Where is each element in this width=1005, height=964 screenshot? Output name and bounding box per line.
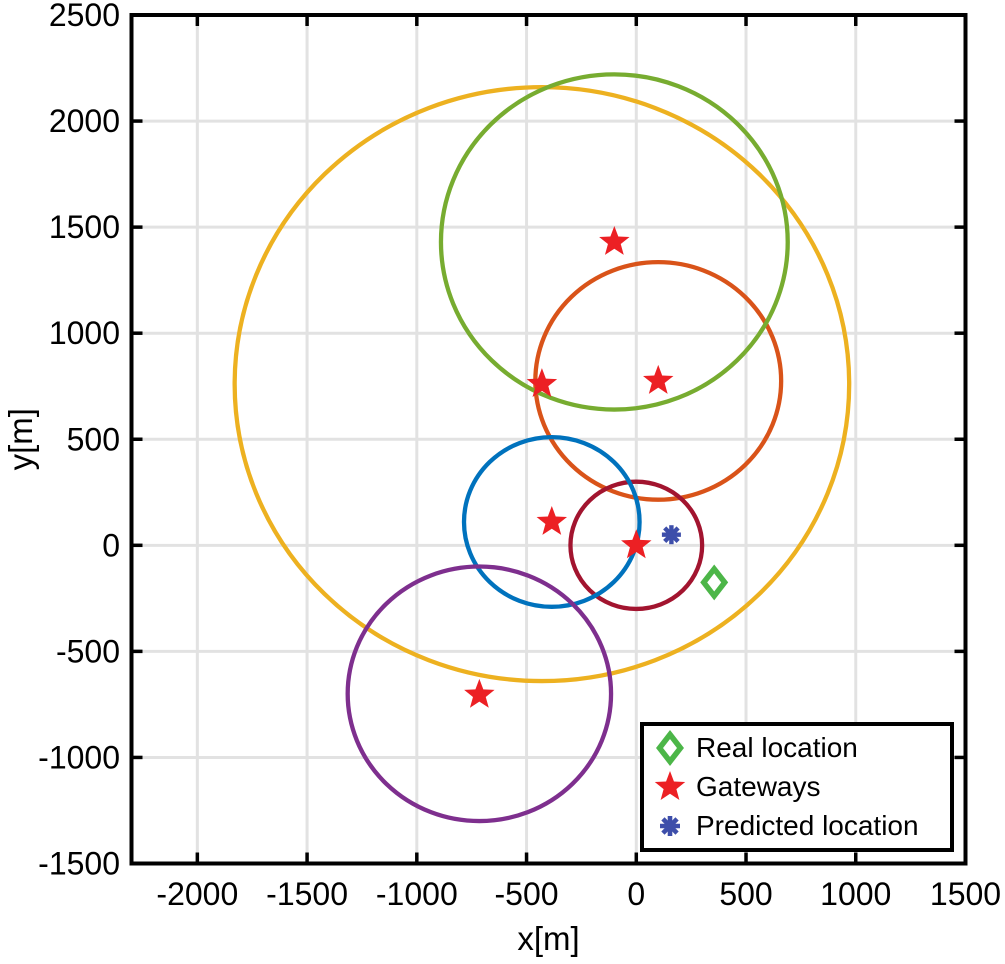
y-tick-label: 0 <box>102 527 120 563</box>
x-tick-label: 500 <box>719 876 772 912</box>
asterisk-spoke <box>663 526 680 543</box>
legend-item-label: Real location <box>696 731 858 763</box>
asterisk-spoke <box>661 817 679 836</box>
diamond-icon <box>644 729 696 766</box>
x-tick-label: -2000 <box>156 876 238 912</box>
gateway-range-circles <box>232 72 852 824</box>
legend-item-label: Gateways <box>696 770 821 802</box>
legend-diamond-glyph <box>656 729 684 766</box>
axes-box <box>129 13 968 866</box>
y-axis-label: y[m] <box>2 408 39 470</box>
star-icon <box>644 769 696 805</box>
legend: Real location Gateways Predicted locatio… <box>640 722 954 852</box>
gateway-star-marker <box>621 529 652 559</box>
y-tick-label: -1500 <box>38 846 120 882</box>
gateway-star-marker <box>526 368 558 398</box>
purple-range-circle <box>345 564 614 824</box>
legend-item-gateways: Gateways <box>644 768 950 806</box>
yellow-range-circle <box>232 84 852 684</box>
gateway-star-marker <box>599 225 630 255</box>
x-tick-label: 1000 <box>820 876 891 912</box>
predicted-location-asterisk-marker <box>661 525 681 545</box>
x-axis-label: x[m] <box>517 920 579 957</box>
x-tick-label: 0 <box>627 876 645 912</box>
y-tick-label: -1000 <box>38 739 120 775</box>
y-tick-label: 2000 <box>49 103 120 139</box>
x-tick-label: -1500 <box>266 876 348 912</box>
y-tick-label: 1000 <box>49 315 120 351</box>
asterisk-icon <box>644 808 696 844</box>
axis-border <box>129 13 968 866</box>
y-tick-label: 500 <box>67 421 120 457</box>
y-tick-label: 2500 <box>49 0 120 33</box>
legend-item-real-location: Real location <box>644 729 950 767</box>
gateway-star-marker <box>536 505 568 535</box>
gateway-star-marker <box>643 364 674 394</box>
x-tick-label: -500 <box>495 876 559 912</box>
real-location-diamond-marker <box>700 564 729 601</box>
blue-range-circle <box>461 434 642 609</box>
y-tick-label: 1500 <box>49 209 120 245</box>
x-tick-label: -1000 <box>376 876 458 912</box>
legend-star-glyph <box>654 770 686 800</box>
green-range-circle <box>438 72 790 412</box>
y-tick-label: -500 <box>56 633 120 669</box>
gateway-star-marker <box>464 678 495 708</box>
legend-item-label: Predicted location <box>696 810 919 842</box>
darkred-range-circle <box>568 479 705 612</box>
markers <box>464 225 729 708</box>
legend-asterisk-glyph <box>660 816 680 837</box>
x-tick-label: 1500 <box>930 876 1001 912</box>
legend-item-predicted-location: Predicted location <box>644 807 950 845</box>
